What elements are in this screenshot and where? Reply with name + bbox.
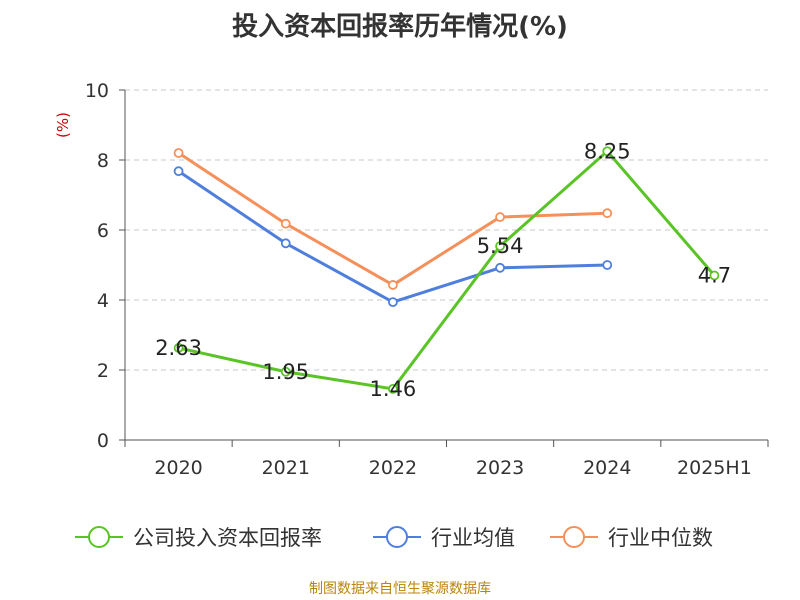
- data-point: [280, 366, 291, 377]
- axes: 0 2 4 6 8 10 (%) 2020 2021 2022 2023 2024 2025H1: [54, 80, 769, 479]
- legend-label: 行业均值: [431, 526, 515, 550]
- data-label: 1.95: [262, 360, 309, 384]
- y-tick-label: 10: [85, 80, 109, 102]
- data-point: [602, 146, 613, 157]
- data-label: 4.7: [698, 264, 731, 288]
- series-lines: [173, 146, 720, 394]
- y-axis-label: (%): [54, 112, 72, 138]
- data-point: [495, 241, 505, 252]
- data-label: 5.54: [477, 234, 524, 258]
- x-tick-label: 2024: [583, 457, 631, 479]
- y-tick-label: 0: [97, 430, 109, 452]
- data-point: [709, 270, 720, 281]
- x-tick-label: 2025H1: [677, 457, 752, 479]
- y-tick-label: 4: [97, 290, 109, 312]
- y-tick-label: 2: [97, 360, 109, 382]
- y-tick-label: 6: [97, 220, 109, 242]
- legend-label: 行业中位数: [608, 526, 713, 550]
- legend-marker-icon: [563, 526, 585, 548]
- data-point: [495, 262, 505, 273]
- y-tick-label: 8: [97, 150, 109, 172]
- data-point: [495, 212, 505, 222]
- data-point: [602, 208, 613, 219]
- x-tick-label: 2023: [476, 457, 524, 479]
- legend-label: 公司投入资本回报率: [133, 526, 322, 550]
- data-point: [173, 166, 184, 177]
- data-point: [173, 148, 184, 158]
- legend: 公司投入资本回报率 行业均值 行业中位数: [75, 526, 713, 550]
- legend-marker-icon: [386, 526, 408, 548]
- x-tick-label: 2022: [369, 457, 417, 479]
- grid-lines: [125, 89, 768, 371]
- data-label: 1.46: [370, 377, 417, 401]
- legend-marker-icon: [88, 526, 110, 548]
- data-point: [280, 218, 291, 229]
- data-point: [602, 260, 613, 270]
- data-point: [388, 280, 398, 290]
- data-labels: 2.63 1.95 1.46 5.54 8.25 4.7: [155, 139, 731, 401]
- data-point: [388, 297, 398, 308]
- series-line: [178, 149, 716, 391]
- data-label: 2.63: [155, 336, 202, 360]
- data-point: [280, 238, 291, 249]
- x-tick-label: 2020: [154, 457, 202, 479]
- data-label: 8.25: [584, 139, 631, 163]
- source-footer: 制图数据来自恒生聚源数据库: [309, 581, 491, 597]
- chart-title: 投入资本回报率历年情况(%): [232, 12, 568, 42]
- series-line: [177, 151, 608, 287]
- data-point: [173, 343, 184, 353]
- data-point: [388, 383, 398, 394]
- x-tick-label: 2021: [262, 457, 310, 479]
